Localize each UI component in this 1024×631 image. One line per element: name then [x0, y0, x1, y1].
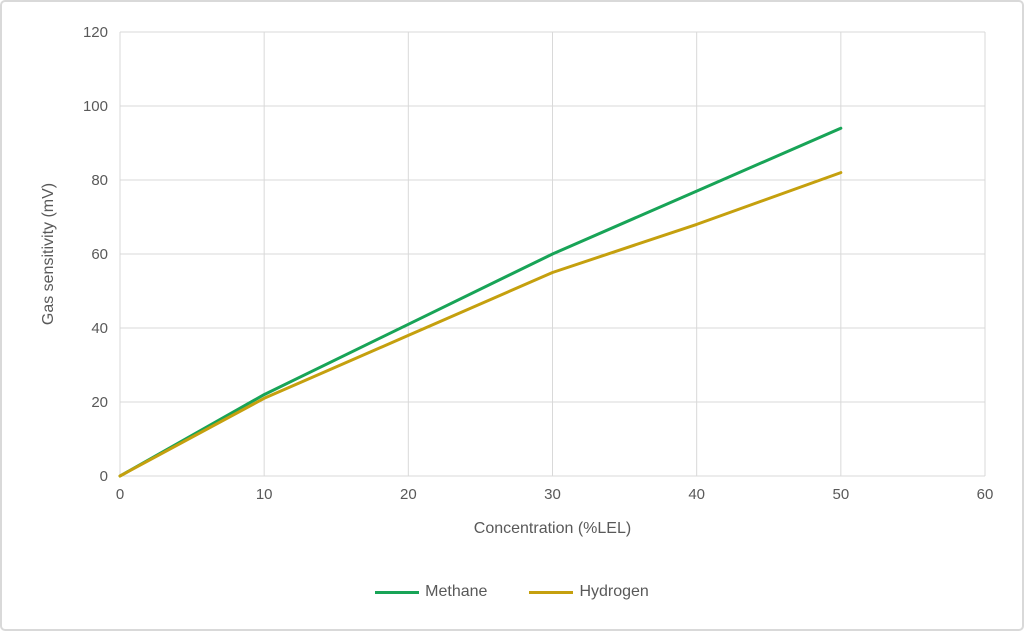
x-tick-label: 50 [832, 486, 849, 503]
x-tick-label: 10 [256, 486, 273, 503]
y-tick-label: 20 [91, 394, 108, 411]
x-tick-label: 0 [116, 486, 124, 503]
x-tick-label: 60 [977, 486, 994, 503]
y-tick-label: 60 [91, 246, 108, 263]
chart-legend: Methane Hydrogen [2, 583, 1022, 601]
hydrogen-line-swatch [529, 590, 574, 594]
x-axis-title: Concentration (%LEL) [473, 520, 632, 537]
legend-label-methane: Methane [425, 583, 488, 600]
series-line-methane [118, 126, 843, 478]
y-tick-label: 40 [91, 320, 108, 337]
methane-line-swatch [375, 590, 420, 594]
y-axis-title: Gas sensitivity (mV) [40, 182, 57, 326]
legend-item-hydrogen: Hydrogen [529, 583, 649, 601]
y-tick-label: 100 [83, 98, 108, 115]
y-tick-label: 80 [91, 172, 108, 189]
legend-label-hydrogen: Hydrogen [579, 583, 649, 600]
legend-item-methane: Methane [375, 583, 487, 601]
x-tick-label: 30 [544, 486, 561, 503]
series-line-hydrogen [118, 171, 843, 478]
y-tick-label: 120 [83, 24, 108, 41]
x-tick-label: 40 [688, 486, 705, 503]
y-tick-label: 0 [100, 468, 108, 485]
x-tick-label: 20 [400, 486, 417, 503]
